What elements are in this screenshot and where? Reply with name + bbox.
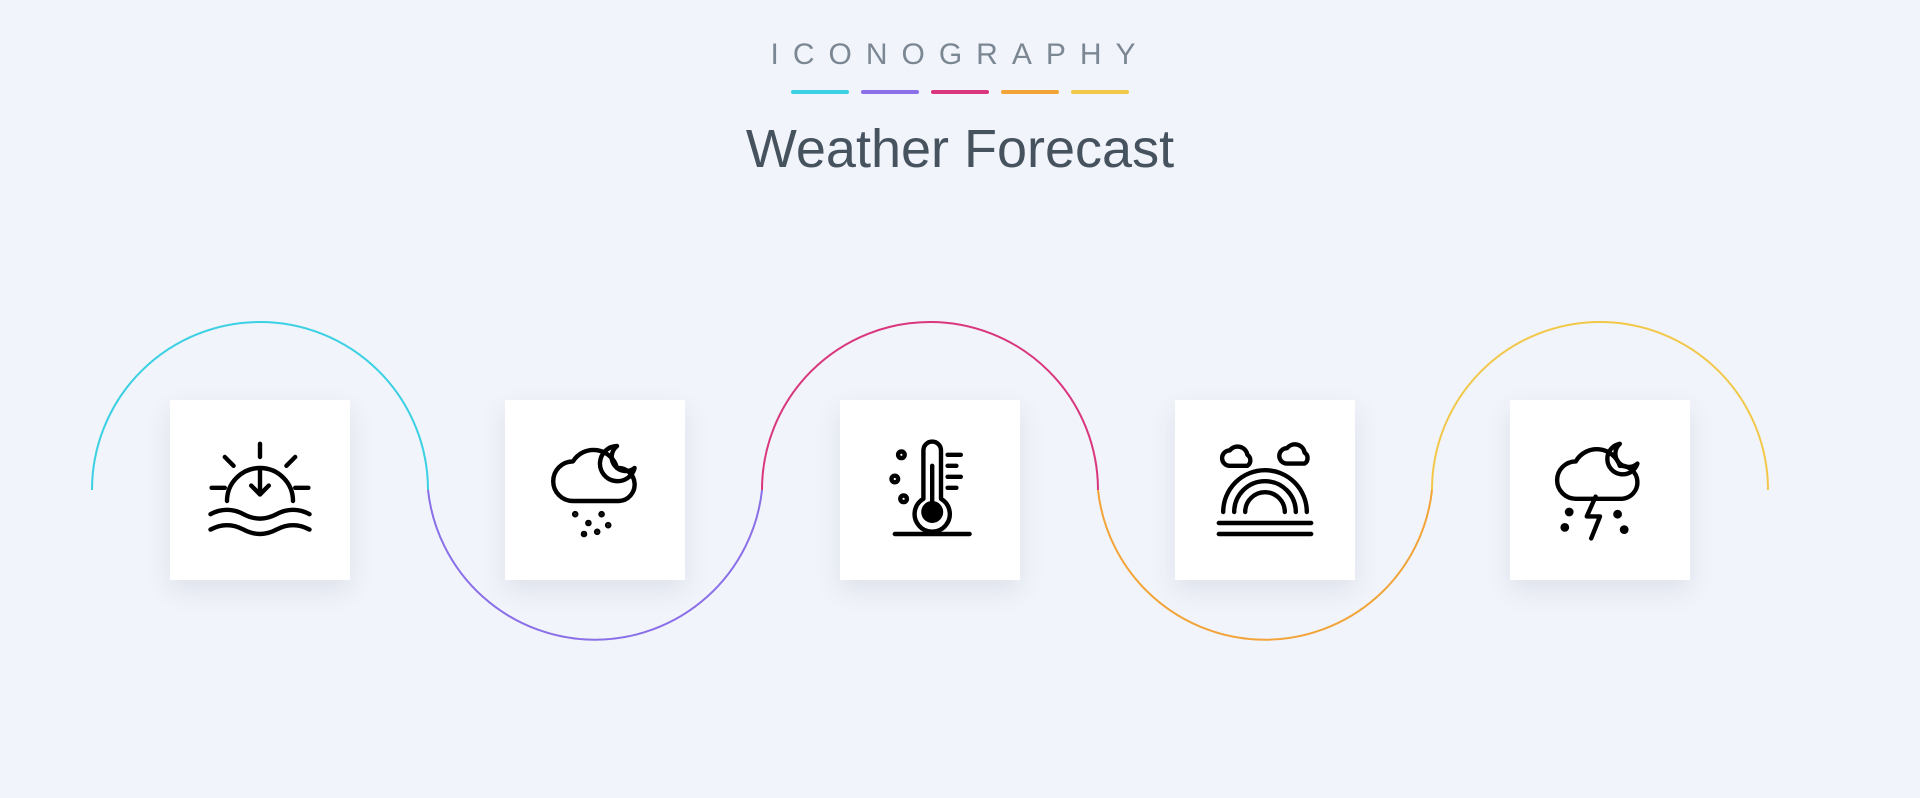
- tile-rainbow: [1175, 400, 1355, 580]
- thermometer-icon: [875, 435, 985, 545]
- tile-night-showers: [505, 400, 685, 580]
- rainbow-icon: [1210, 435, 1320, 545]
- tile-thermometer: [840, 400, 1020, 580]
- tile-sunset: [170, 400, 350, 580]
- sunset-icon: [205, 435, 315, 545]
- night-storm-icon: [1545, 435, 1655, 545]
- night-showers-icon: [540, 435, 650, 545]
- tile-night-storm: [1510, 400, 1690, 580]
